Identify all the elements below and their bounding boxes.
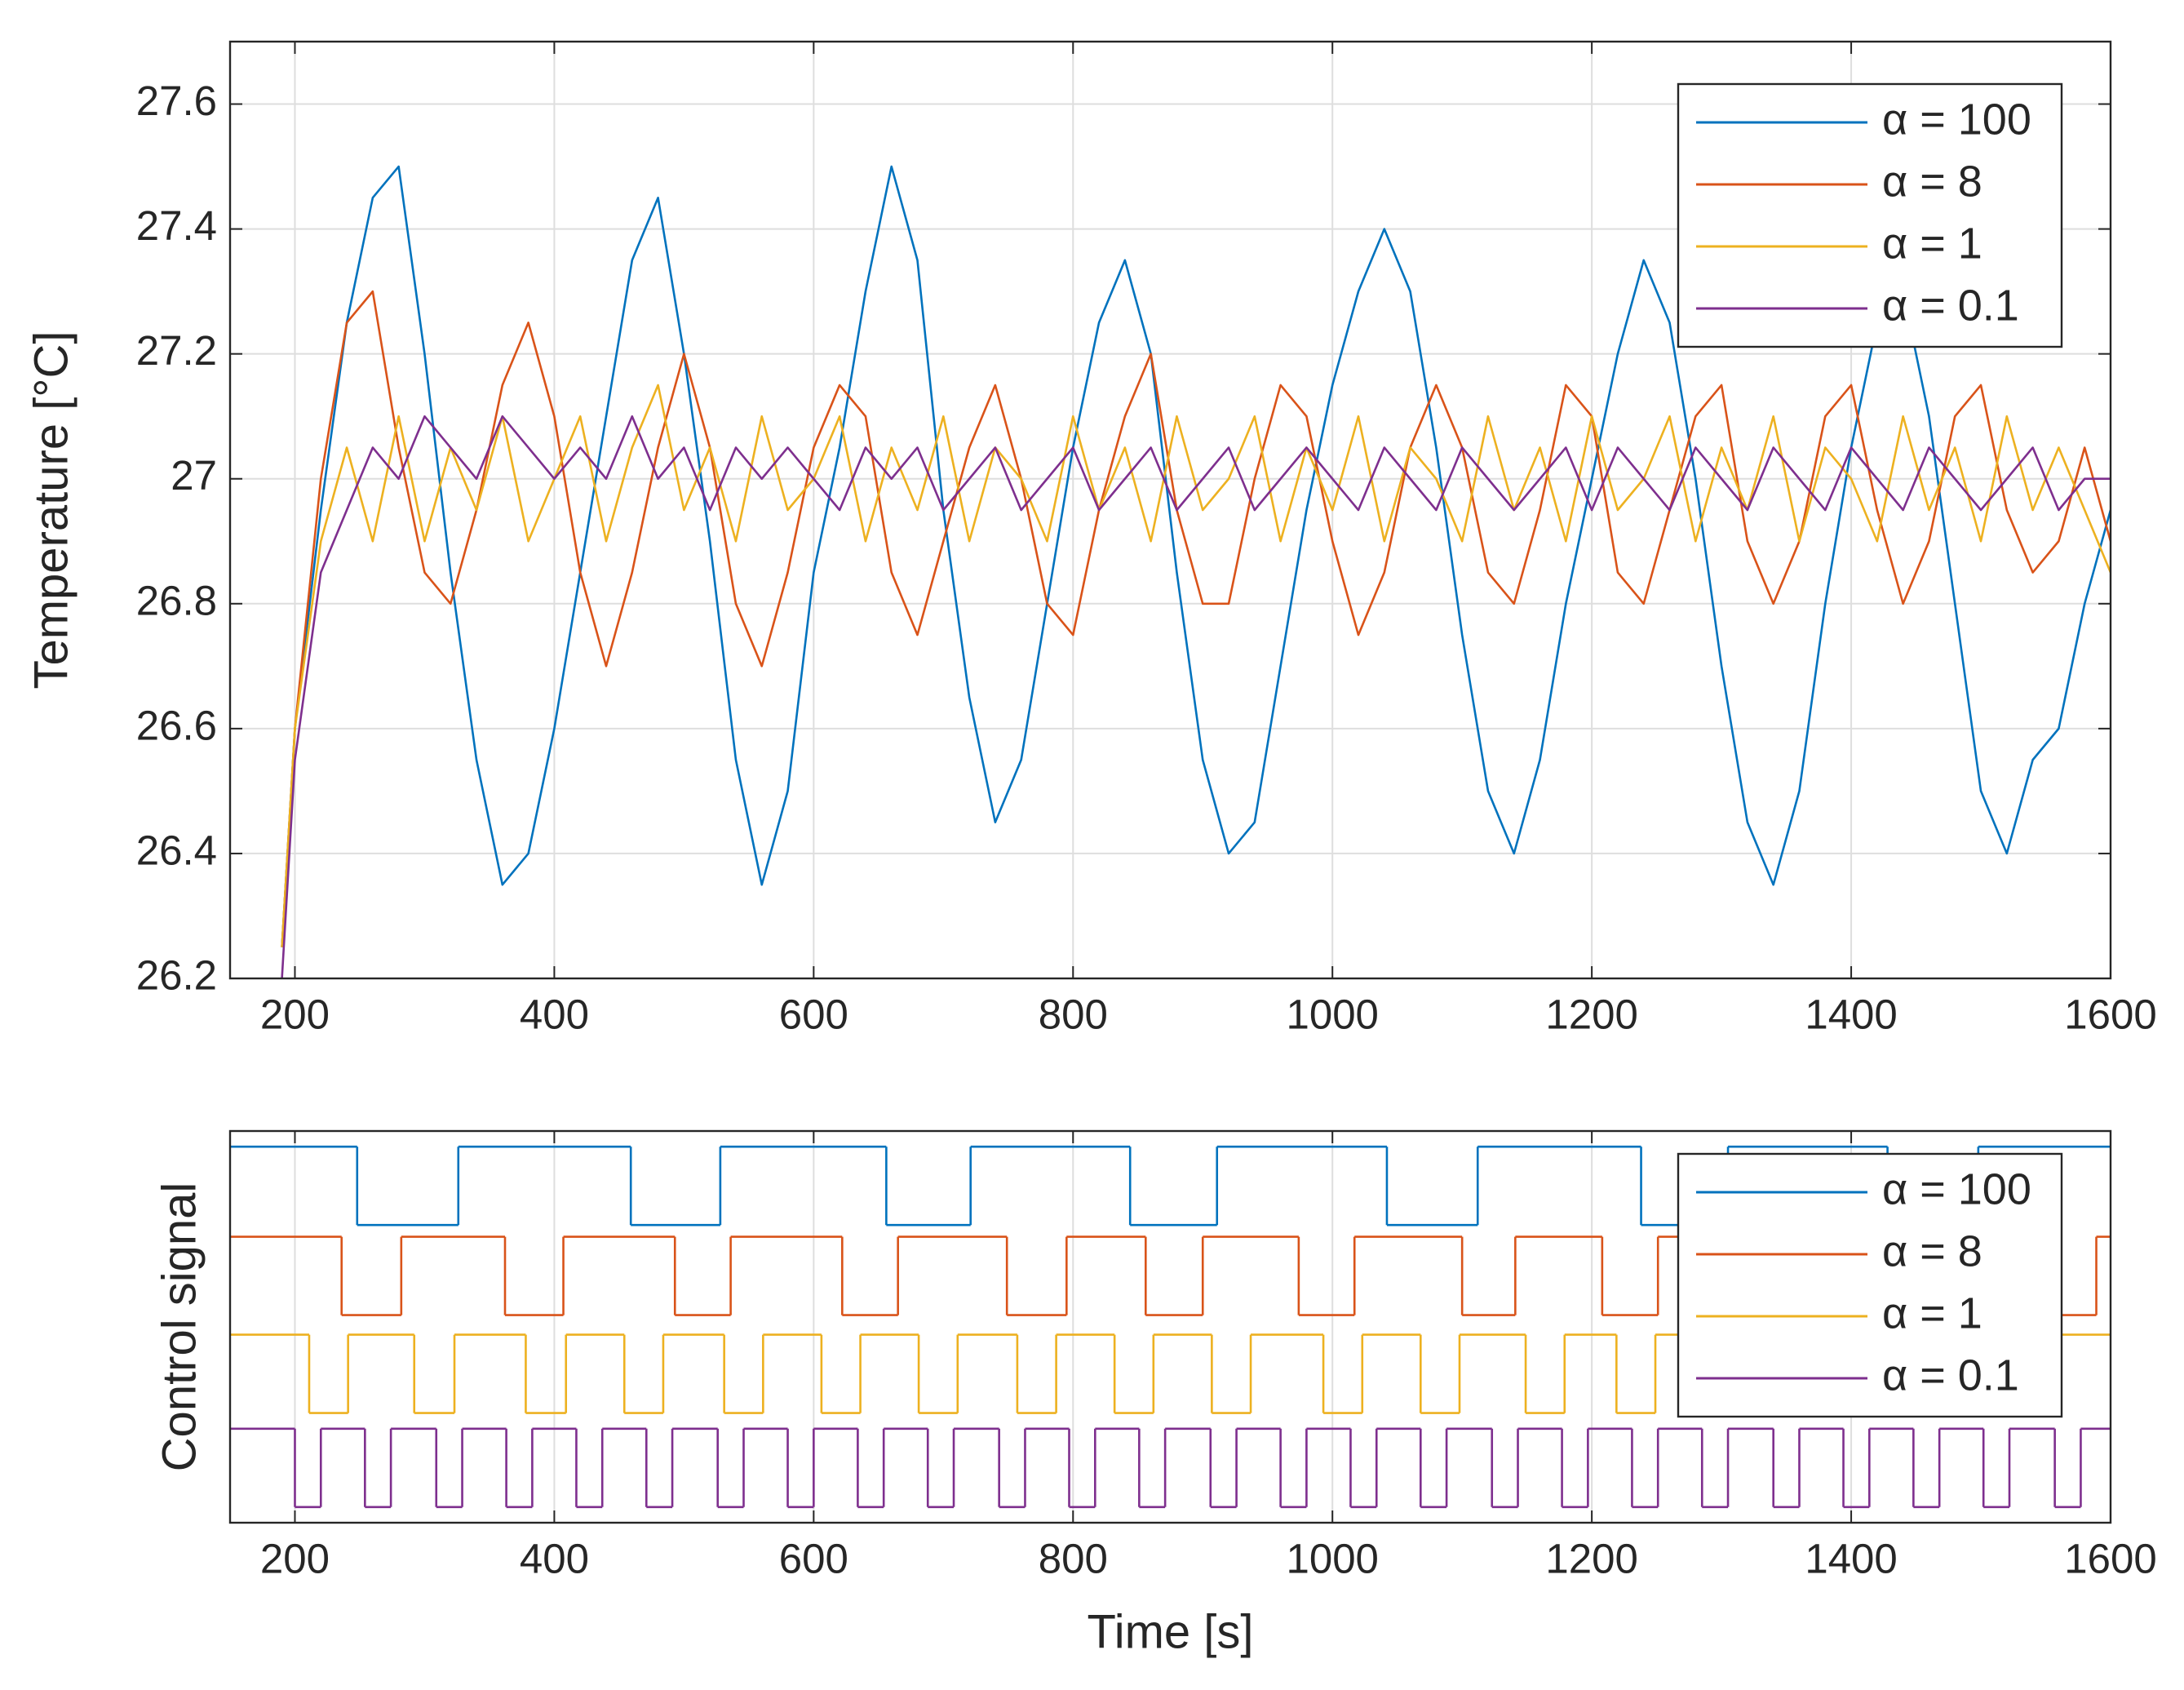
legend-label: α = 0.1	[1882, 281, 2019, 330]
y-tick-label: 27.4	[136, 202, 217, 249]
y-tick-label: 26.2	[136, 951, 217, 998]
x-tick-label: 800	[1039, 1535, 1108, 1581]
y-tick-label: 27.2	[136, 327, 217, 374]
x-tick-label: 200	[260, 1535, 330, 1581]
x-tick-label: 1000	[1286, 1535, 1378, 1581]
series-group	[281, 165, 2111, 978]
series-line	[281, 290, 2111, 947]
x-tick-label: 1000	[1286, 991, 1378, 1037]
x-tick-label: 1400	[1805, 991, 1897, 1037]
x-tick-label: 1600	[2064, 1535, 2156, 1581]
x-tick-label: 200	[260, 991, 330, 1037]
x-tick-label: 600	[779, 1535, 848, 1581]
y-tick-label: 26.6	[136, 702, 217, 748]
legend-label: α = 8	[1882, 157, 1982, 206]
axes: 200 400 600 800 1000 1200 1400 1600 26.2 26.4 26.6…	[24, 40, 2157, 1037]
x-tick-label: 1200	[1545, 1535, 1637, 1581]
y-tick-label: 27.6	[136, 78, 217, 124]
legend-box	[1677, 1152, 2063, 1418]
x-tick-label: 1400	[1805, 1535, 1897, 1581]
series-line	[281, 165, 2111, 947]
legend-label: α = 0.1	[1882, 1351, 2019, 1399]
legend-label: α = 8	[1882, 1226, 1982, 1275]
x-tick-label: 1200	[1545, 991, 1637, 1037]
legend: α = 100 α = 8 α = 1 α = 0.1	[1677, 1152, 2063, 1418]
y-tick-label: 26.8	[136, 577, 217, 623]
x-tick-label: 1600	[2064, 991, 2156, 1037]
x-tick-label: 400	[520, 991, 589, 1037]
axes: 200 400 600 800 1000 1200 1400 1600 Control sign…	[153, 1129, 2157, 1658]
y-tick-label: 26.4	[136, 827, 217, 873]
series-line	[281, 384, 2111, 947]
y-axis-label: Control signal	[153, 1182, 206, 1472]
x-tick-label: 400	[520, 1535, 589, 1581]
legend-box	[1677, 82, 2063, 348]
series-line	[281, 415, 2111, 978]
legend-label: α = 1	[1882, 219, 1982, 268]
legend-label: α = 100	[1882, 1164, 2031, 1213]
axes-frame	[228, 40, 2112, 980]
legend-label: α = 100	[1882, 95, 2031, 144]
y-axis-label: Temperature [°C]	[24, 330, 78, 689]
legend-label: α = 1	[1882, 1289, 1982, 1337]
legend: α = 100 α = 8 α = 1 α = 0.1	[1677, 82, 2063, 348]
x-tick-label: 800	[1039, 991, 1108, 1037]
y-tick-label: 27	[171, 452, 217, 499]
axes-frame	[228, 1129, 2112, 1524]
x-axis-label: Time [s]	[1087, 1605, 1253, 1658]
x-tick-label: 600	[779, 991, 848, 1037]
